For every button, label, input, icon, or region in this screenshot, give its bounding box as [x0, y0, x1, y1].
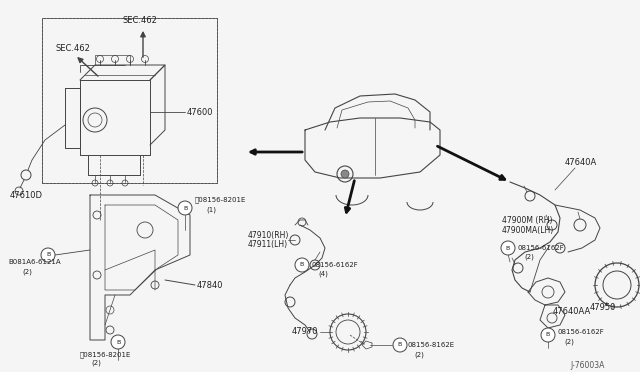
Text: (1): (1)	[206, 207, 216, 213]
Text: B: B	[546, 333, 550, 337]
Text: B: B	[300, 263, 304, 267]
Circle shape	[178, 201, 192, 215]
Text: 08156-6162F: 08156-6162F	[558, 329, 605, 335]
Circle shape	[41, 248, 55, 262]
Text: B: B	[46, 253, 50, 257]
Text: 47970: 47970	[291, 327, 318, 337]
Text: 47900MA(LH): 47900MA(LH)	[502, 225, 554, 234]
Text: B: B	[116, 340, 120, 344]
Text: 47900M (RH): 47900M (RH)	[502, 215, 552, 224]
Circle shape	[501, 241, 515, 255]
Text: SEC.462: SEC.462	[55, 44, 90, 52]
Text: B: B	[506, 246, 510, 250]
Text: SEC.462: SEC.462	[123, 16, 157, 25]
Text: 47910(RH): 47910(RH)	[248, 231, 289, 240]
Circle shape	[541, 328, 555, 342]
Text: 47911(LH): 47911(LH)	[248, 241, 288, 250]
Text: 47840: 47840	[197, 280, 223, 289]
Circle shape	[111, 335, 125, 349]
Text: B: B	[398, 343, 402, 347]
Text: 08156-8162E: 08156-8162E	[408, 342, 455, 348]
Text: 08156-6162F: 08156-6162F	[518, 245, 564, 251]
Text: (2): (2)	[91, 360, 101, 366]
Text: 47640AA: 47640AA	[553, 308, 591, 317]
Text: 47950: 47950	[590, 304, 616, 312]
Text: 08156-6162F: 08156-6162F	[312, 262, 359, 268]
Text: 47640A: 47640A	[565, 157, 597, 167]
Text: 08156-8201E: 08156-8201E	[195, 197, 246, 203]
Text: 08156-8201E: 08156-8201E	[80, 352, 131, 358]
Text: B081A6-6121A: B081A6-6121A	[8, 259, 61, 265]
Text: 47610D: 47610D	[10, 190, 43, 199]
Text: B: B	[183, 205, 187, 211]
Text: (4): (4)	[318, 271, 328, 277]
Bar	[42, 18, 217, 183]
Text: J-76003A: J-76003A	[570, 360, 604, 369]
Text: 47600: 47600	[187, 108, 214, 116]
Text: (2): (2)	[414, 352, 424, 358]
Circle shape	[295, 258, 309, 272]
Circle shape	[393, 338, 407, 352]
Bar	[42, 18, 217, 183]
Text: (2): (2)	[22, 269, 32, 275]
Text: (2): (2)	[524, 254, 534, 260]
Text: (2): (2)	[564, 339, 574, 345]
Circle shape	[341, 170, 349, 178]
